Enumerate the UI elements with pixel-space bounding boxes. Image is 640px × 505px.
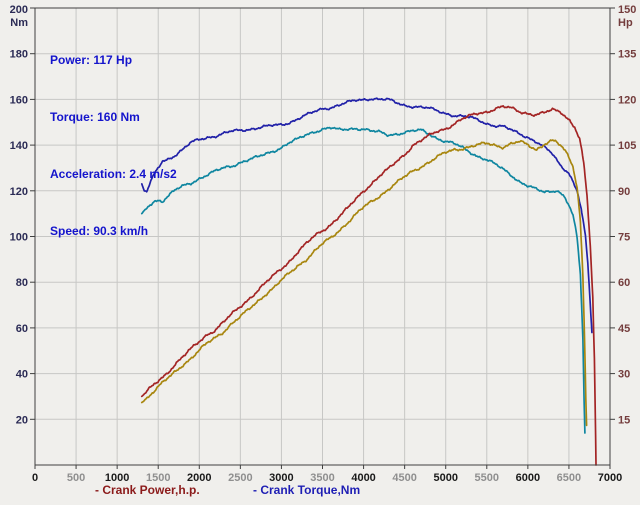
right-axis-label: 90 xyxy=(618,186,630,198)
x-axis-label: 2500 xyxy=(228,472,252,484)
x-axis-label: 500 xyxy=(67,472,85,484)
info-torque: Torque: 160 Nm xyxy=(50,110,140,124)
left-axis-label: 100 xyxy=(10,232,28,244)
x-axis-label: 4500 xyxy=(392,472,416,484)
x-axis-label: 1000 xyxy=(105,472,129,484)
x-axis-label: 7000 xyxy=(598,472,622,484)
right-axis-label: 45 xyxy=(618,323,630,335)
info-acceleration: Acceleration: 2.4 m/s2 xyxy=(50,167,177,181)
x-axis-label: 2000 xyxy=(187,472,211,484)
right-axis-label: 30 xyxy=(618,369,630,381)
left-axis-unit: Nm xyxy=(10,17,28,29)
legend-crank-power: - Crank Power,h.p. xyxy=(95,483,200,497)
right-axis-label: 75 xyxy=(618,232,630,244)
x-axis-label: 4000 xyxy=(351,472,375,484)
crank-torque-run2-curve xyxy=(140,126,586,434)
left-axis-label: 200 xyxy=(10,4,28,16)
left-axis-label: 140 xyxy=(10,140,28,152)
x-axis-label: 1500 xyxy=(146,472,170,484)
right-axis-unit: Hp xyxy=(618,17,633,29)
crank-torque-run1-curve xyxy=(140,97,593,334)
legend-crank-torque: - Crank Torque,Nm xyxy=(253,483,361,497)
info-speed: Speed: 90.3 km/h xyxy=(50,224,149,238)
left-axis-label: 20 xyxy=(16,414,28,426)
crank-power-run2-curve xyxy=(140,139,588,427)
left-axis-label: 80 xyxy=(16,277,28,289)
left-axis-label: 120 xyxy=(10,186,28,198)
legend-bar: - Crank Power,h.p. - Crank Torque,Nm xyxy=(0,483,640,503)
right-axis-label: 135 xyxy=(618,49,636,61)
left-axis-label: 40 xyxy=(16,369,28,381)
run-info-panel: Power: 117 Hp Torque: 160 Nm Acceleratio… xyxy=(50,13,177,279)
crank-power-run1-curve xyxy=(140,105,597,466)
x-axis-label: 5000 xyxy=(433,472,457,484)
right-axis-label: 15 xyxy=(618,414,630,426)
x-axis-label: 5500 xyxy=(475,472,499,484)
right-axis-label: 150 xyxy=(618,4,636,16)
left-axis-label: 160 xyxy=(10,94,28,106)
right-axis-label: 120 xyxy=(618,94,636,106)
plot-border xyxy=(34,7,611,466)
left-axis-label: 60 xyxy=(16,323,28,335)
info-power: Power: 117 Hp xyxy=(50,53,133,67)
x-axis-label: 0 xyxy=(32,472,38,484)
x-axis-label: 6000 xyxy=(516,472,540,484)
x-axis-label: 3000 xyxy=(269,472,293,484)
right-axis-label: 105 xyxy=(618,140,636,152)
left-axis-label: 180 xyxy=(10,49,28,61)
right-axis-label: 60 xyxy=(618,277,630,289)
x-axis-label: 6500 xyxy=(557,472,581,484)
x-axis-label: 3500 xyxy=(310,472,334,484)
